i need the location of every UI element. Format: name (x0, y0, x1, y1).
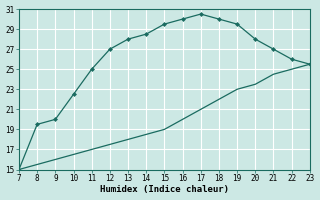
X-axis label: Humidex (Indice chaleur): Humidex (Indice chaleur) (100, 185, 229, 194)
